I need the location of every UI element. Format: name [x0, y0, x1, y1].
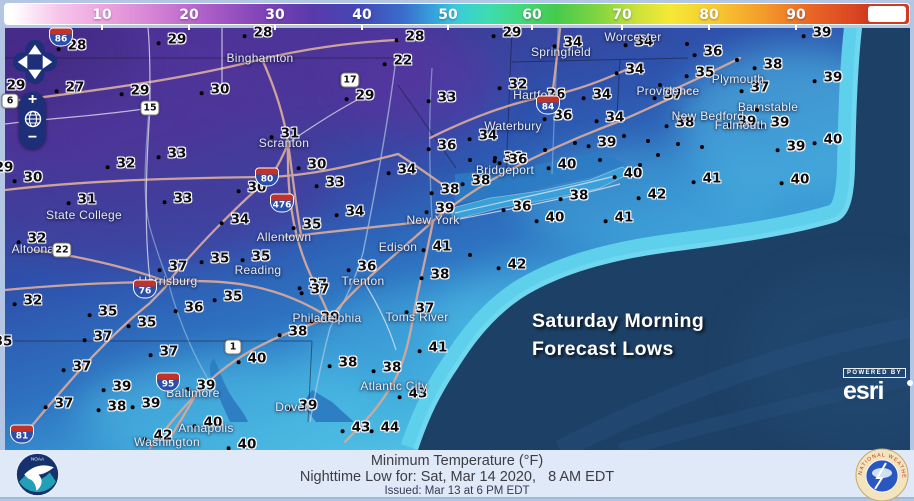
globe-icon[interactable]: [23, 109, 43, 129]
colorbar-tick-label: 80: [699, 7, 719, 23]
colorbar-tick-label: 30: [265, 7, 285, 23]
zoom-out-button[interactable]: −: [27, 129, 38, 146]
pan-control[interactable]: [11, 37, 59, 87]
colorbar-tick-label: 20: [179, 7, 199, 23]
colorbar-tick-label: 10: [92, 7, 112, 23]
state-borders: [5, 28, 689, 423]
pan-down-button[interactable]: [28, 69, 42, 80]
colorbar-tick-label: 60: [522, 7, 542, 23]
caption-issued-time: Issued: Mar 13 at 6 PM EDT: [384, 485, 530, 497]
map-annotation: Saturday Morning Forecast Lows: [532, 307, 704, 363]
pan-left-button[interactable]: [17, 55, 28, 69]
map-canvas[interactable]: [0, 0, 914, 450]
colorbar-tick: [621, 25, 623, 30]
noaa-bird-icon: [24, 465, 54, 491]
temperature-colorbar: 10 20 30 40 50 60 70 80 90: [4, 3, 910, 30]
colorbar-tick-label: 50: [438, 7, 458, 23]
chesapeake-bay: [209, 358, 248, 422]
colorbar-tick: [188, 25, 190, 30]
lightning-icon: [874, 462, 887, 490]
colorbar-tick: [101, 25, 103, 30]
colorbar-tick-label: 90: [786, 7, 806, 23]
colorbar-tick: [531, 25, 533, 30]
zoom-control: + −: [19, 92, 46, 149]
cloud-icon: [872, 468, 892, 478]
nws-logo: NATIONAL WEATHER SERVICE: [855, 448, 909, 501]
esri-globe-dot: [907, 380, 914, 386]
river: [144, 87, 217, 393]
colorbar-tick: [274, 25, 276, 30]
colorbar-tick: [447, 25, 449, 30]
esri-brand: esri: [843, 379, 914, 404]
pan-right-button[interactable]: [42, 55, 53, 69]
annotation-line1: Saturday Morning: [532, 310, 705, 332]
noaa-label: NOAA: [31, 457, 45, 462]
pan-up-button[interactable]: [28, 44, 42, 55]
colorbar-tick-label: 70: [612, 7, 632, 23]
noaa-logo: NOAA: [15, 452, 60, 497]
caption-title: Minimum Temperature (°F): [370, 453, 544, 469]
esri-logo[interactable]: POWERED BY esri: [843, 361, 914, 404]
colorbar-tick: [708, 25, 710, 30]
colorbar-tick: [361, 25, 363, 30]
colorbar-end-cap: [868, 6, 906, 22]
annotation-line2: Forecast Lows: [532, 338, 674, 360]
secondary-roads: [5, 28, 621, 351]
zoom-in-button[interactable]: +: [27, 91, 38, 108]
caption-bar: Minimum Temperature (°F) Nighttime Low f…: [0, 450, 914, 499]
delaware-river: [309, 57, 397, 423]
colorbar-tick: [795, 25, 797, 30]
colorbar-tick-label: 40: [352, 7, 372, 23]
powered-by-label: POWERED BY: [843, 368, 907, 378]
caption-valid-time: Nighttime Low for: Sat, Mar 14 2020, 8 A…: [299, 469, 615, 485]
long-island-sound: [455, 152, 626, 204]
